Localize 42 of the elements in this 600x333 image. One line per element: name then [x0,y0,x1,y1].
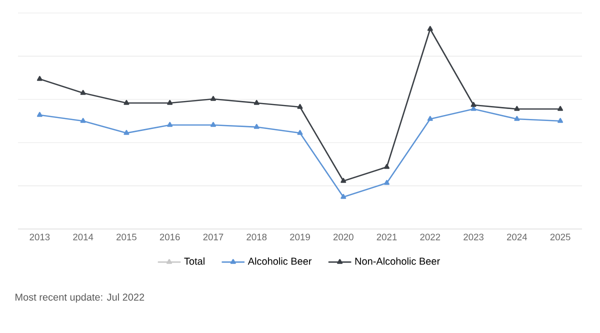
legend-label: Non-Alcoholic Beer [355,257,440,265]
point [210,96,216,101]
point [514,106,520,111]
x-tick-label: 2023 [464,234,484,240]
text: Most recent update: Jul 2022 [16,293,144,303]
point [36,112,42,117]
point [340,178,346,183]
x-tick-label: 2025 [550,234,570,240]
x-tick-label: 2018 [246,234,267,240]
point [558,106,564,111]
point [384,164,390,169]
x-tick-label: 2016 [160,234,180,240]
point [210,122,216,127]
legend-label: Total [184,257,204,265]
x-tick-label: 2020 [333,234,354,240]
x-tick-label: 2014 [73,234,94,240]
x-tick-label: 2017 [203,234,224,240]
x-tick-label: 2019 [290,234,310,240]
point [124,130,130,135]
point [427,26,433,31]
point [124,100,130,105]
x-tick-label: 2024 [507,234,528,240]
point [80,90,86,95]
point [470,102,476,107]
point [167,100,173,105]
point [36,76,42,81]
point [514,116,520,121]
point [297,130,303,135]
legend-label: Alcoholic Beer [248,257,312,265]
point [427,116,433,121]
point [254,100,260,105]
point [80,118,86,123]
x-tick-label: 2021 [376,234,397,240]
point [297,104,303,109]
x-tick-label: 2022 [420,234,440,240]
point [340,194,346,199]
point [384,180,390,185]
x-tick-label: 2013 [30,234,50,240]
x-tick-label: 2015 [116,234,136,240]
point [254,124,260,129]
point [558,118,564,123]
point [167,122,173,127]
